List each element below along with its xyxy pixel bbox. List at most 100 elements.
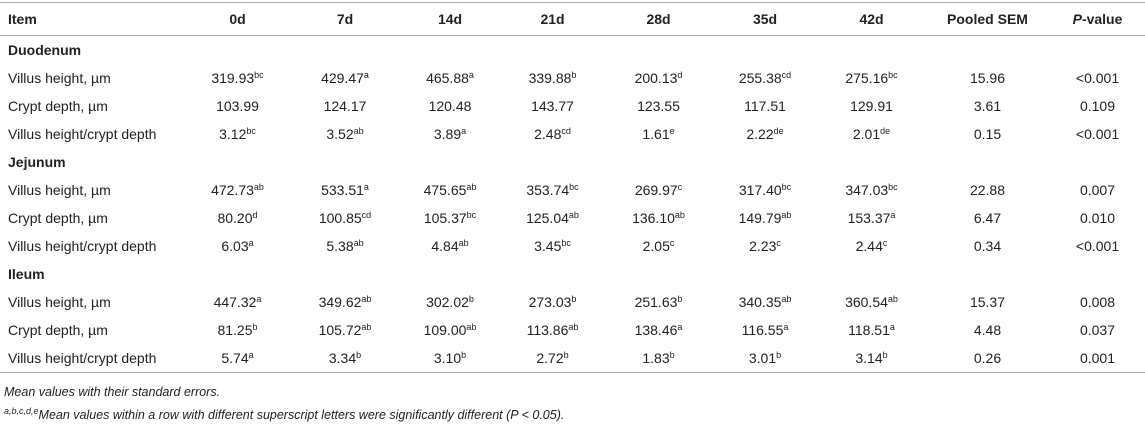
superscript: a [783, 322, 789, 332]
p-cell: 0.109 [1050, 92, 1145, 120]
value: 2.23 [749, 238, 777, 254]
value: 3.01 [748, 350, 777, 366]
p: 0.001 [1079, 350, 1116, 366]
p: <0.001 [1075, 238, 1120, 254]
section-row: Jejunum [0, 148, 1145, 176]
value-cell: 3.10b [400, 344, 500, 373]
item-label: Crypt depth, µm [8, 98, 108, 114]
header-text: Pooled SEM [947, 11, 1028, 27]
sem-cell: 0.34 [925, 232, 1050, 260]
value-cell: 2.48cd [500, 120, 605, 148]
value: 3.12 [219, 126, 247, 142]
superscript: a [468, 70, 474, 80]
superscript: a [677, 322, 683, 332]
section-title: Duodenum [8, 42, 82, 58]
value: 3.89 [433, 126, 462, 142]
value-cell: 6.03a [185, 232, 290, 260]
value: 360.54 [845, 294, 888, 310]
value-cell: 149.79ab [712, 204, 818, 232]
value: 200.13 [634, 70, 678, 86]
note-superscript: a,b,c,d,e [4, 406, 39, 416]
data-row: Villus height, µm 447.32a 349.62ab 302.02b 2… [0, 288, 1145, 316]
value: 339.88 [528, 70, 572, 86]
value-cell: 3.14b [818, 344, 925, 373]
value: 2.05 [642, 238, 670, 254]
value: 251.63 [634, 294, 678, 310]
value: 105.72 [318, 322, 362, 338]
value: 123.55 [637, 98, 680, 114]
superscript: c [882, 238, 888, 248]
value-cell: 116.55a [712, 316, 818, 344]
value-cell: 3.52ab [290, 120, 400, 148]
value-cell: 80.20d [185, 204, 290, 232]
sem-cell: 6.47 [925, 204, 1050, 232]
value: 255.38 [738, 70, 782, 86]
sem: 0.26 [973, 350, 1002, 366]
superscript: cd [361, 210, 372, 220]
value: 100.85 [318, 210, 362, 226]
superscript: ab [781, 294, 792, 304]
p-cell: <0.001 [1050, 64, 1145, 92]
value: 3.34 [328, 350, 357, 366]
value-cell: 81.25b [185, 316, 290, 344]
value: 2.44 [855, 238, 883, 254]
value-cell: 136.10ab [605, 204, 712, 232]
p: 0.010 [1079, 210, 1116, 226]
header-text: 7d [336, 11, 354, 27]
superscript: b [468, 294, 474, 304]
section-row: Duodenum [0, 36, 1145, 65]
value-cell: 4.84ab [400, 232, 500, 260]
p: <0.001 [1075, 126, 1120, 142]
value: 2.22 [746, 126, 774, 142]
value: 81.25 [217, 322, 253, 338]
item-label: Villus height, µm [8, 70, 111, 86]
value: 475.65 [423, 182, 467, 198]
value-cell: 2.05c [605, 232, 712, 260]
p-cell: 0.010 [1050, 204, 1145, 232]
value-cell: 2.22de [712, 120, 818, 148]
value-cell: 269.97c [605, 176, 712, 204]
item-cell: Villus height, µm [0, 288, 185, 316]
header-row: Item 0d 7d 14d 21d 28d 35d 42d Pooled SEM P-value [0, 2, 1145, 36]
sem: 15.37 [969, 294, 1006, 310]
header-text: 42d [859, 11, 884, 27]
superscript: a [248, 238, 254, 248]
superscript: b [677, 294, 683, 304]
value-cell: 447.32a [185, 288, 290, 316]
data-row: Villus height, µm 319.93bc 429.47a 465.88a 3… [0, 64, 1145, 92]
superscript: bc [888, 182, 898, 192]
value: 2.01 [852, 126, 881, 142]
value: 533.51 [321, 182, 364, 198]
value: 125.04 [526, 210, 569, 226]
value-cell: 2.23c [712, 232, 818, 260]
value-cell: 105.72ab [290, 316, 400, 344]
superscript: bc [888, 70, 898, 80]
section-title: Ileum [8, 266, 45, 282]
value: 1.61 [642, 126, 670, 142]
item-label: Villus height/crypt depth [8, 238, 157, 254]
value-cell: 120.48 [400, 92, 500, 120]
header-cell: 35d [712, 2, 818, 36]
item-label: Crypt depth, µm [8, 322, 108, 338]
superscript: b [356, 350, 362, 360]
value-cell: 5.74a [185, 344, 290, 373]
item-label: Villus height, µm [8, 294, 111, 310]
value-cell: 124.17 [290, 92, 400, 120]
value: 120.48 [428, 98, 472, 114]
value-cell: 347.03bc [818, 176, 925, 204]
value: 153.37 [847, 210, 891, 226]
superscript: cd [561, 126, 571, 136]
header-text: -value [1081, 11, 1123, 27]
value: 319.93 [211, 70, 255, 86]
value-cell: 5.38ab [290, 232, 400, 260]
superscript: de [880, 126, 891, 136]
value-cell: 319.93bc [185, 64, 290, 92]
item-cell: Crypt depth, µm [0, 316, 185, 344]
superscript: d [252, 210, 258, 220]
data-row: Villus height/crypt depth 6.03a 5.38ab 4.84… [0, 232, 1145, 260]
value: 3.10 [433, 350, 462, 366]
p-cell: 0.007 [1050, 176, 1145, 204]
value-cell: 275.16bc [818, 64, 925, 92]
value-cell: 472.73ab [185, 176, 290, 204]
value-cell: 273.03b [500, 288, 605, 316]
